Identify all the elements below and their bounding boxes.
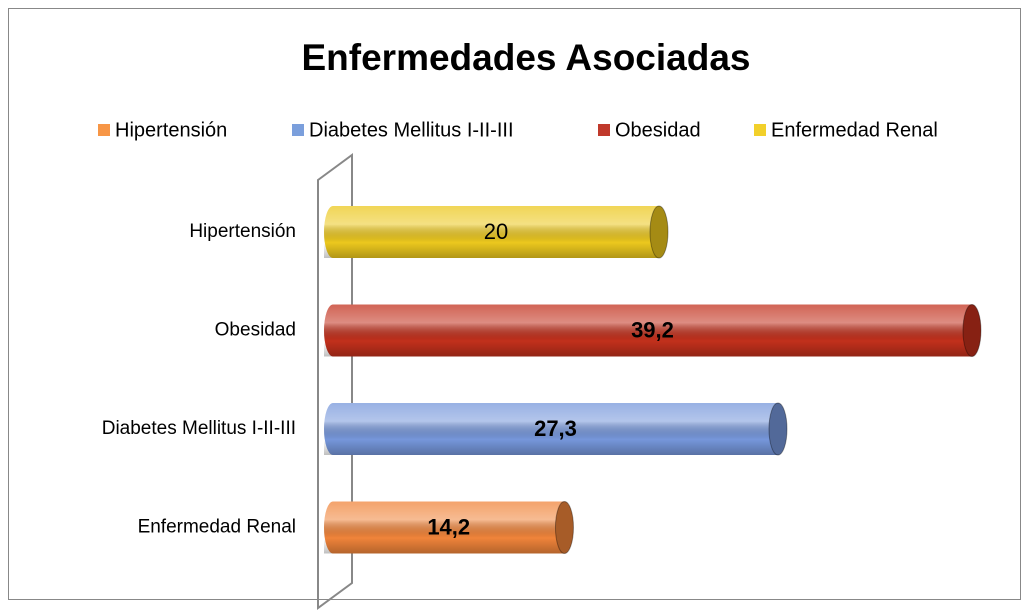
data-label: 27,3	[534, 416, 577, 441]
back-wall	[317, 153, 353, 610]
chart-title: Enfermedades Asociadas	[302, 37, 751, 78]
legend-label: Diabetes Mellitus I-II-III	[309, 119, 514, 141]
data-label: 20	[484, 219, 508, 244]
bar	[324, 304, 982, 357]
legend-label: Hipertensión	[115, 119, 227, 141]
data-label: 14,2	[427, 514, 470, 539]
bar	[324, 402, 788, 456]
legend-label: Obesidad	[615, 119, 701, 141]
legend-swatch	[98, 124, 110, 136]
bar	[324, 501, 574, 554]
category-label: Enfermedad Renal	[138, 517, 296, 538]
bar	[324, 205, 669, 259]
legend-swatch	[292, 124, 304, 136]
chart-border	[8, 8, 1021, 600]
category-label: Obesidad	[215, 320, 296, 341]
legend-swatch	[598, 124, 610, 136]
category-label: Hipertensión	[189, 221, 296, 242]
category-label: Diabetes Mellitus I-II-III	[102, 418, 296, 439]
legend-label: Enfermedad Renal	[771, 119, 938, 141]
data-label: 39,2	[631, 317, 674, 342]
legend-swatch	[754, 124, 766, 136]
